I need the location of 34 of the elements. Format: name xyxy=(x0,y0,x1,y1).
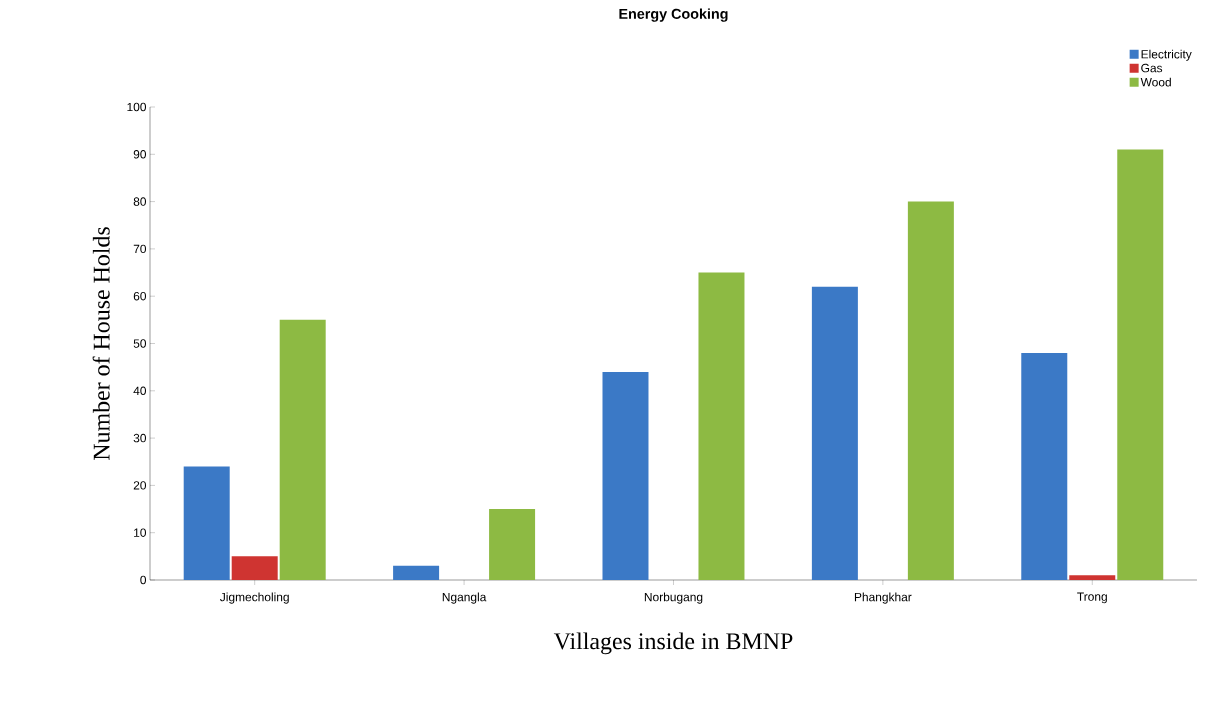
legend-label: Gas xyxy=(1141,63,1163,73)
y-tick-label: 30 xyxy=(133,433,147,443)
legend-label: Electricity xyxy=(1141,49,1192,61)
bar xyxy=(489,509,536,580)
bar xyxy=(811,286,858,580)
x-tick-label: Phangkhar xyxy=(854,592,912,604)
bar xyxy=(231,556,278,580)
y-tick-label: 90 xyxy=(133,150,147,159)
x-tick-label: Trong xyxy=(1077,592,1107,604)
y-tick-label: 0 xyxy=(140,575,147,585)
bar xyxy=(698,272,745,580)
bar xyxy=(183,466,230,580)
bar xyxy=(279,319,326,580)
y-tick-label: 10 xyxy=(134,528,147,537)
legend-label: Wood xyxy=(1140,77,1171,87)
y-tick-label: 20 xyxy=(133,481,147,490)
x-tick-label: Jigmecholing xyxy=(220,592,289,604)
x-tick-label: Ngangla xyxy=(442,592,487,604)
chart-title: Energy Cooking xyxy=(619,8,728,22)
y-axis-title: Number of House Holds xyxy=(92,227,110,461)
bar xyxy=(393,565,440,580)
y-tick-label: 40 xyxy=(133,386,147,396)
bar xyxy=(907,201,954,580)
x-axis-title: Villages inside in BMNP xyxy=(553,632,793,655)
x-tick-label: Norbugang xyxy=(644,592,703,604)
bar xyxy=(1117,149,1164,580)
y-tick-label: 70 xyxy=(133,244,147,254)
y-tick-label: 80 xyxy=(133,197,147,206)
y-tick-label: 100 xyxy=(127,102,147,112)
bar xyxy=(1069,575,1116,580)
bar xyxy=(602,371,649,580)
y-tick-label: 50 xyxy=(133,339,147,348)
bar xyxy=(1021,352,1068,580)
y-tick-label: 60 xyxy=(133,291,147,301)
